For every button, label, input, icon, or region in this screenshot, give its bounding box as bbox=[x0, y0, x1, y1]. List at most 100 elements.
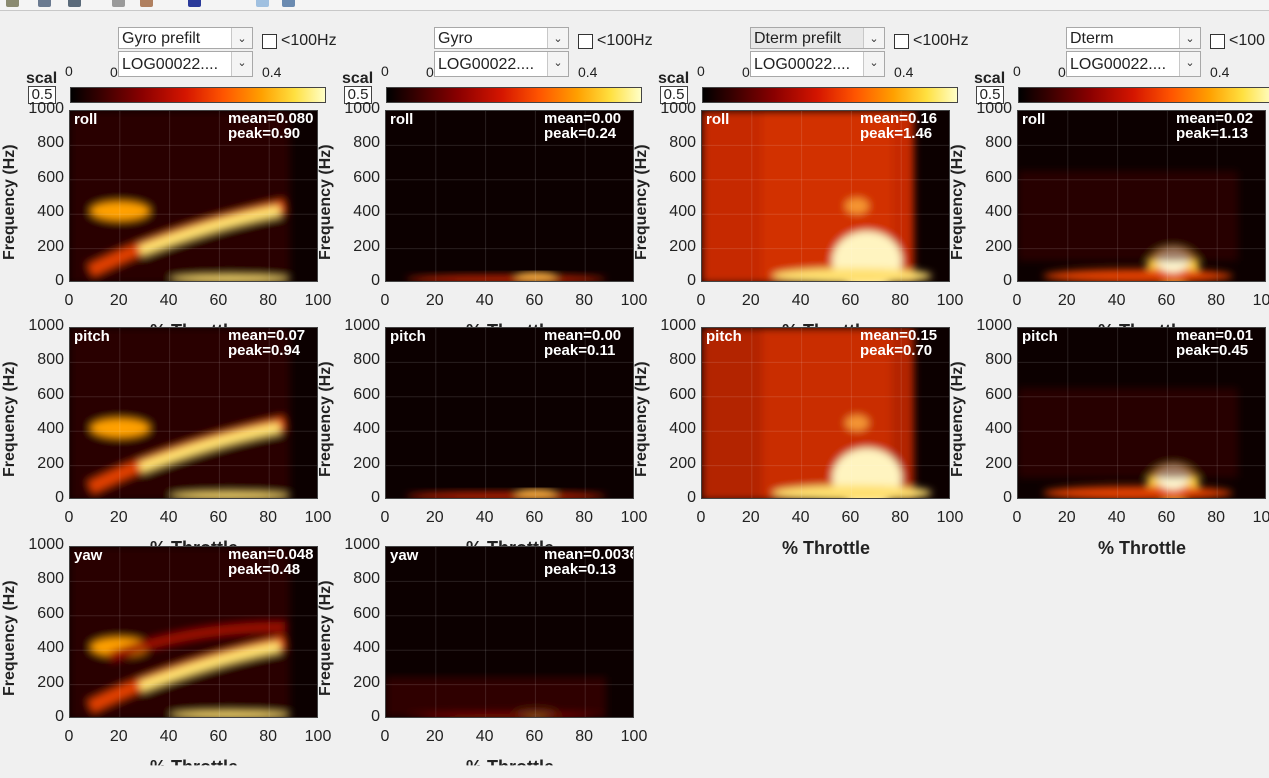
x-tick-label: 40 bbox=[791, 509, 810, 526]
x-tick-label: 60 bbox=[525, 728, 544, 745]
x-tick-label: 0 bbox=[1012, 292, 1022, 309]
pan-icon[interactable] bbox=[112, 0, 125, 7]
x-tick-label: 0 bbox=[380, 509, 390, 526]
y-tick-label: 0 bbox=[371, 489, 380, 506]
y-tick-label: 400 bbox=[669, 420, 696, 438]
x-tick-label: 80 bbox=[259, 509, 278, 526]
y-tick-label: 200 bbox=[985, 454, 1012, 472]
datatip-icon[interactable] bbox=[188, 0, 201, 7]
x-tick-label: 40 bbox=[159, 509, 178, 526]
y-tick-label: 200 bbox=[37, 237, 64, 255]
y-tick-label: 600 bbox=[353, 168, 380, 186]
x-tick-label: 60 bbox=[525, 292, 544, 309]
scal-min-label: 0 bbox=[65, 63, 73, 79]
y-axis-label: Frequency (Hz) bbox=[949, 361, 966, 477]
peak-stat: peak=0.94 bbox=[228, 342, 301, 359]
scale-input[interactable]: 0.5 bbox=[344, 86, 372, 104]
chevron-down-icon: ⌄ bbox=[547, 28, 568, 48]
y-tick-label: 0 bbox=[371, 272, 380, 289]
log-file-dropdown[interactable]: LOG00022.... ⌄ bbox=[434, 51, 569, 77]
y-tick-label: 200 bbox=[37, 454, 64, 472]
lowpass-checkbox[interactable] bbox=[894, 34, 909, 49]
log-file-dropdown[interactable]: LOG00022.... ⌄ bbox=[750, 51, 885, 77]
lowpass-checkbox[interactable] bbox=[578, 34, 593, 49]
signal-type-dropdown[interactable]: Gyro prefilt ⌄ bbox=[118, 27, 253, 49]
brush-icon[interactable] bbox=[256, 0, 269, 7]
scale-input[interactable]: 0.5 bbox=[976, 86, 1004, 104]
zoom-icon[interactable] bbox=[68, 0, 81, 7]
x-tick-label: 60 bbox=[209, 728, 228, 745]
spectrogram-plot[interactable]: pitch mean=0.15 peak=0.70 bbox=[701, 327, 950, 499]
peak-stat: peak=0.13 bbox=[544, 561, 617, 578]
y-axis-label: Frequency (Hz) bbox=[949, 144, 966, 260]
x-tick-label: 100 bbox=[1252, 509, 1269, 526]
mean-stat: mean=0.02 bbox=[1176, 110, 1254, 127]
x-tick-label: 60 bbox=[209, 509, 228, 526]
save-icon[interactable] bbox=[6, 0, 19, 7]
scale-input[interactable]: 0.5 bbox=[28, 86, 56, 104]
scale-input[interactable]: 0.5 bbox=[660, 86, 688, 104]
signal-type-dropdown[interactable]: Gyro ⌄ bbox=[434, 27, 569, 49]
x-tick-label: 20 bbox=[1057, 292, 1076, 309]
lowpass-checkbox-label: <100Hz bbox=[597, 32, 653, 49]
y-tick-label: 200 bbox=[669, 237, 696, 255]
y-tick-label: 400 bbox=[37, 203, 64, 221]
log-file-dropdown[interactable]: LOG00022.... ⌄ bbox=[1066, 51, 1201, 77]
y-axis-label: Frequency (Hz) bbox=[633, 361, 650, 477]
x-tick-label: 80 bbox=[259, 292, 278, 309]
cbar-max-label: 0.4 bbox=[894, 64, 914, 80]
colorbar-icon[interactable] bbox=[282, 0, 295, 7]
chevron-down-icon: ⌄ bbox=[231, 28, 252, 48]
y-axis-label: Frequency (Hz) bbox=[1, 580, 18, 696]
y-tick-label: 0 bbox=[55, 272, 64, 289]
print-icon[interactable] bbox=[38, 0, 51, 7]
x-tick-label: 60 bbox=[525, 509, 544, 526]
log-file-dropdown[interactable]: LOG00022.... ⌄ bbox=[118, 51, 253, 77]
spectrogram-plot[interactable]: roll mean=0.02 peak=1.13 bbox=[1017, 110, 1266, 282]
y-tick-label: 200 bbox=[353, 673, 380, 691]
x-tick-label: 60 bbox=[841, 292, 860, 309]
x-axis-label: % Throttle bbox=[410, 538, 610, 546]
spectrogram-plot[interactable]: pitch mean=0.00 peak=0.11 bbox=[385, 327, 634, 499]
signal-type-dropdown[interactable]: Dterm prefilt ⌄ bbox=[750, 27, 885, 49]
y-tick-label: 600 bbox=[669, 385, 696, 403]
plot-axis-name: pitch bbox=[74, 328, 110, 345]
spectrogram-plot[interactable]: roll mean=0.080 peak=0.90 bbox=[69, 110, 318, 282]
x-tick-label: 20 bbox=[109, 292, 128, 309]
plot-axis-name: pitch bbox=[706, 328, 742, 345]
y-tick-label: 200 bbox=[353, 237, 380, 255]
rotate-icon[interactable] bbox=[140, 0, 153, 7]
lowpass-checkbox[interactable] bbox=[262, 34, 277, 49]
spectrogram-plot[interactable]: pitch mean=0.01 peak=0.45 bbox=[1017, 327, 1266, 499]
y-tick-label: 1000 bbox=[976, 100, 1012, 117]
lowpass-checkbox[interactable] bbox=[1210, 34, 1225, 49]
spectrogram-plot[interactable]: roll mean=0.00 peak=0.24 bbox=[385, 110, 634, 282]
y-tick-label: 600 bbox=[37, 385, 64, 403]
y-tick-label: 400 bbox=[37, 639, 64, 657]
x-tick-label: 100 bbox=[1252, 292, 1269, 309]
x-axis-label: % Throttle bbox=[466, 757, 554, 777]
spectrogram-plot[interactable]: roll mean=0.16 peak=1.46 bbox=[701, 110, 950, 282]
x-tick-label: 0 bbox=[696, 509, 706, 526]
x-tick-label: 40 bbox=[159, 292, 178, 309]
colorbar bbox=[1018, 87, 1269, 103]
x-tick-label: 0 bbox=[380, 728, 390, 745]
peak-stat: peak=0.45 bbox=[1176, 342, 1249, 359]
spectrogram-plot[interactable]: pitch mean=0.07 peak=0.94 bbox=[69, 327, 318, 499]
y-tick-label: 1000 bbox=[344, 317, 380, 334]
scale-label: scal bbox=[974, 70, 1006, 87]
cbar-max-label: 0.4 bbox=[262, 64, 282, 80]
spectrogram-plot[interactable]: yaw mean=0.048 peak=0.48 bbox=[69, 546, 318, 718]
x-tick-label: 100 bbox=[936, 509, 964, 526]
spectrogram-plot[interactable]: yaw mean=0.00366peak=0.13 bbox=[385, 546, 634, 718]
mean-stat: mean=0.048 bbox=[228, 546, 314, 563]
colorbar bbox=[702, 87, 958, 103]
plot-axis-name: roll bbox=[706, 111, 730, 128]
x-tick-label: 40 bbox=[1107, 292, 1126, 309]
x-tick-label: 60 bbox=[1157, 292, 1176, 309]
y-tick-label: 0 bbox=[371, 708, 380, 725]
lowpass-checkbox-label: <100Hz bbox=[913, 32, 969, 49]
signal-type-dropdown[interactable]: Dterm ⌄ bbox=[1066, 27, 1201, 49]
y-tick-label: 200 bbox=[669, 454, 696, 472]
mean-stat: mean=0.01 bbox=[1176, 327, 1254, 344]
